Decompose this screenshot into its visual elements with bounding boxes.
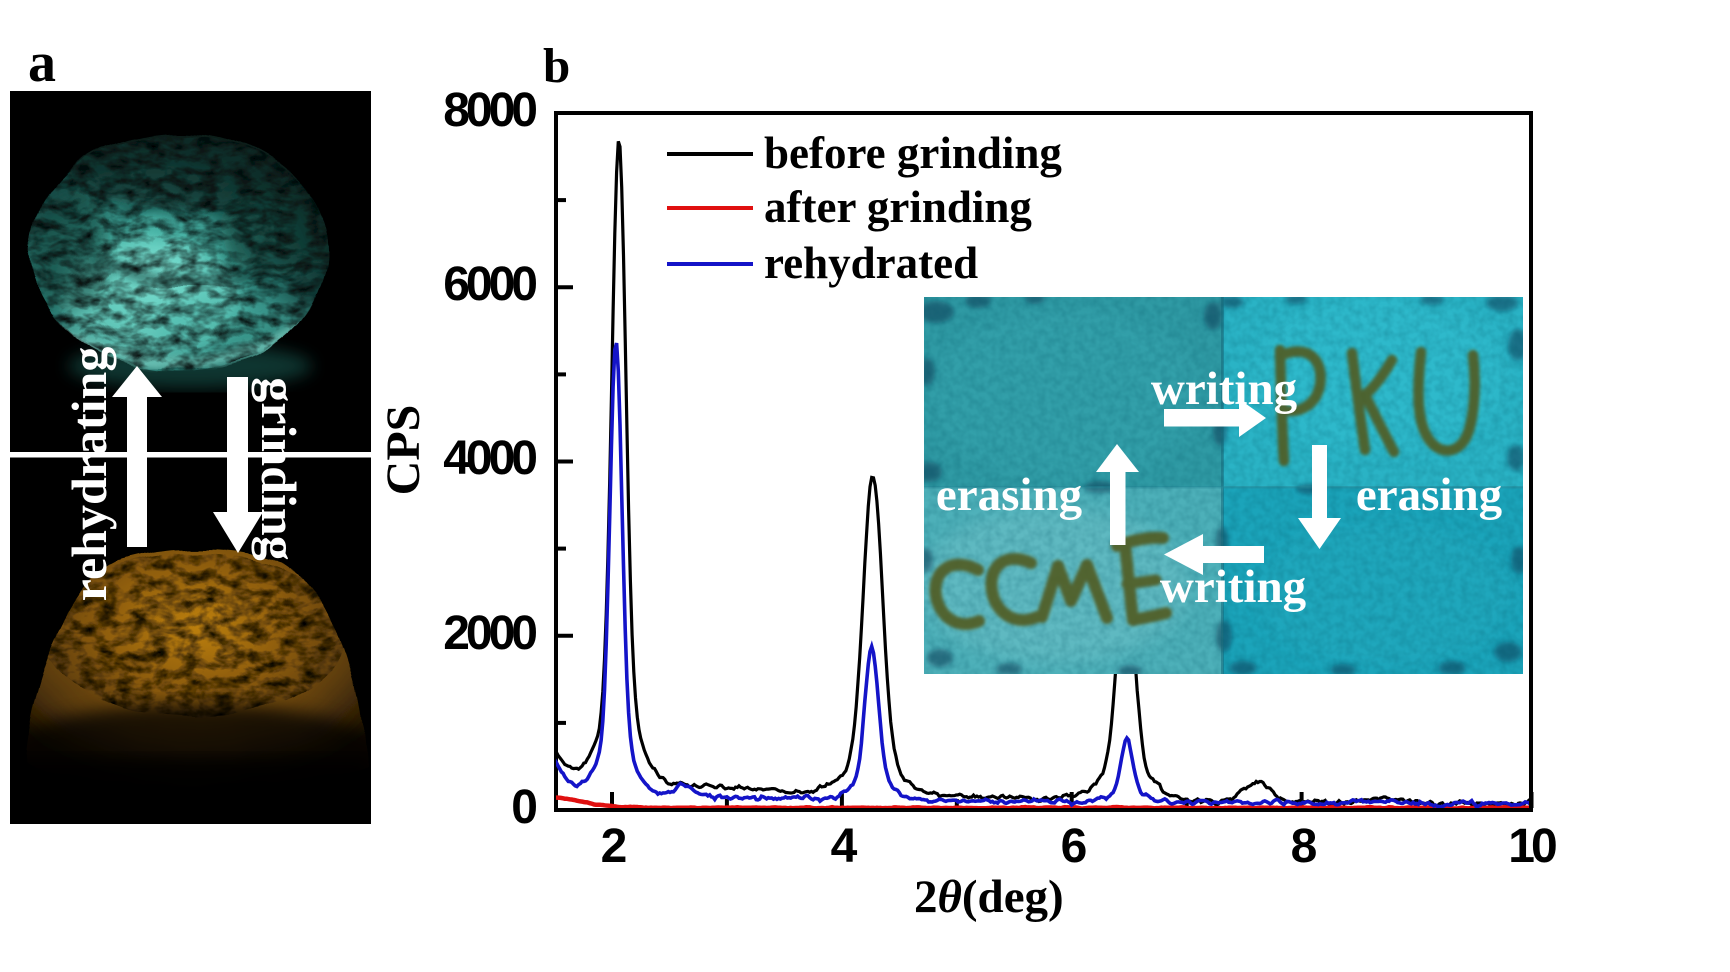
svg-text:erasing: erasing xyxy=(936,469,1083,521)
svg-text:2: 2 xyxy=(601,820,626,873)
svg-text:2000: 2000 xyxy=(443,607,536,660)
svg-text:4: 4 xyxy=(831,820,858,873)
svg-text:rehydrated: rehydrated xyxy=(764,238,978,288)
svg-text:6000: 6000 xyxy=(443,258,536,311)
svg-text:4000: 4000 xyxy=(443,432,536,485)
svg-text:before grinding: before grinding xyxy=(764,128,1062,178)
svg-text:writing: writing xyxy=(1151,363,1298,415)
svg-text:writing: writing xyxy=(1160,561,1307,613)
svg-text:2θ(deg): 2θ(deg) xyxy=(914,871,1064,923)
svg-text:10: 10 xyxy=(1508,820,1556,873)
svg-text:6: 6 xyxy=(1061,820,1086,873)
svg-text:after grinding: after grinding xyxy=(764,182,1032,232)
svg-text:rehydrating: rehydrating xyxy=(61,347,117,602)
svg-text:a: a xyxy=(28,32,56,94)
svg-text:CPS: CPS xyxy=(377,405,430,496)
svg-text:0: 0 xyxy=(511,781,536,834)
svg-text:grinding: grinding xyxy=(251,377,307,560)
svg-text:erasing: erasing xyxy=(1356,469,1503,521)
svg-text:b: b xyxy=(543,38,570,93)
svg-text:8: 8 xyxy=(1291,820,1317,873)
svg-text:8000: 8000 xyxy=(443,84,536,137)
